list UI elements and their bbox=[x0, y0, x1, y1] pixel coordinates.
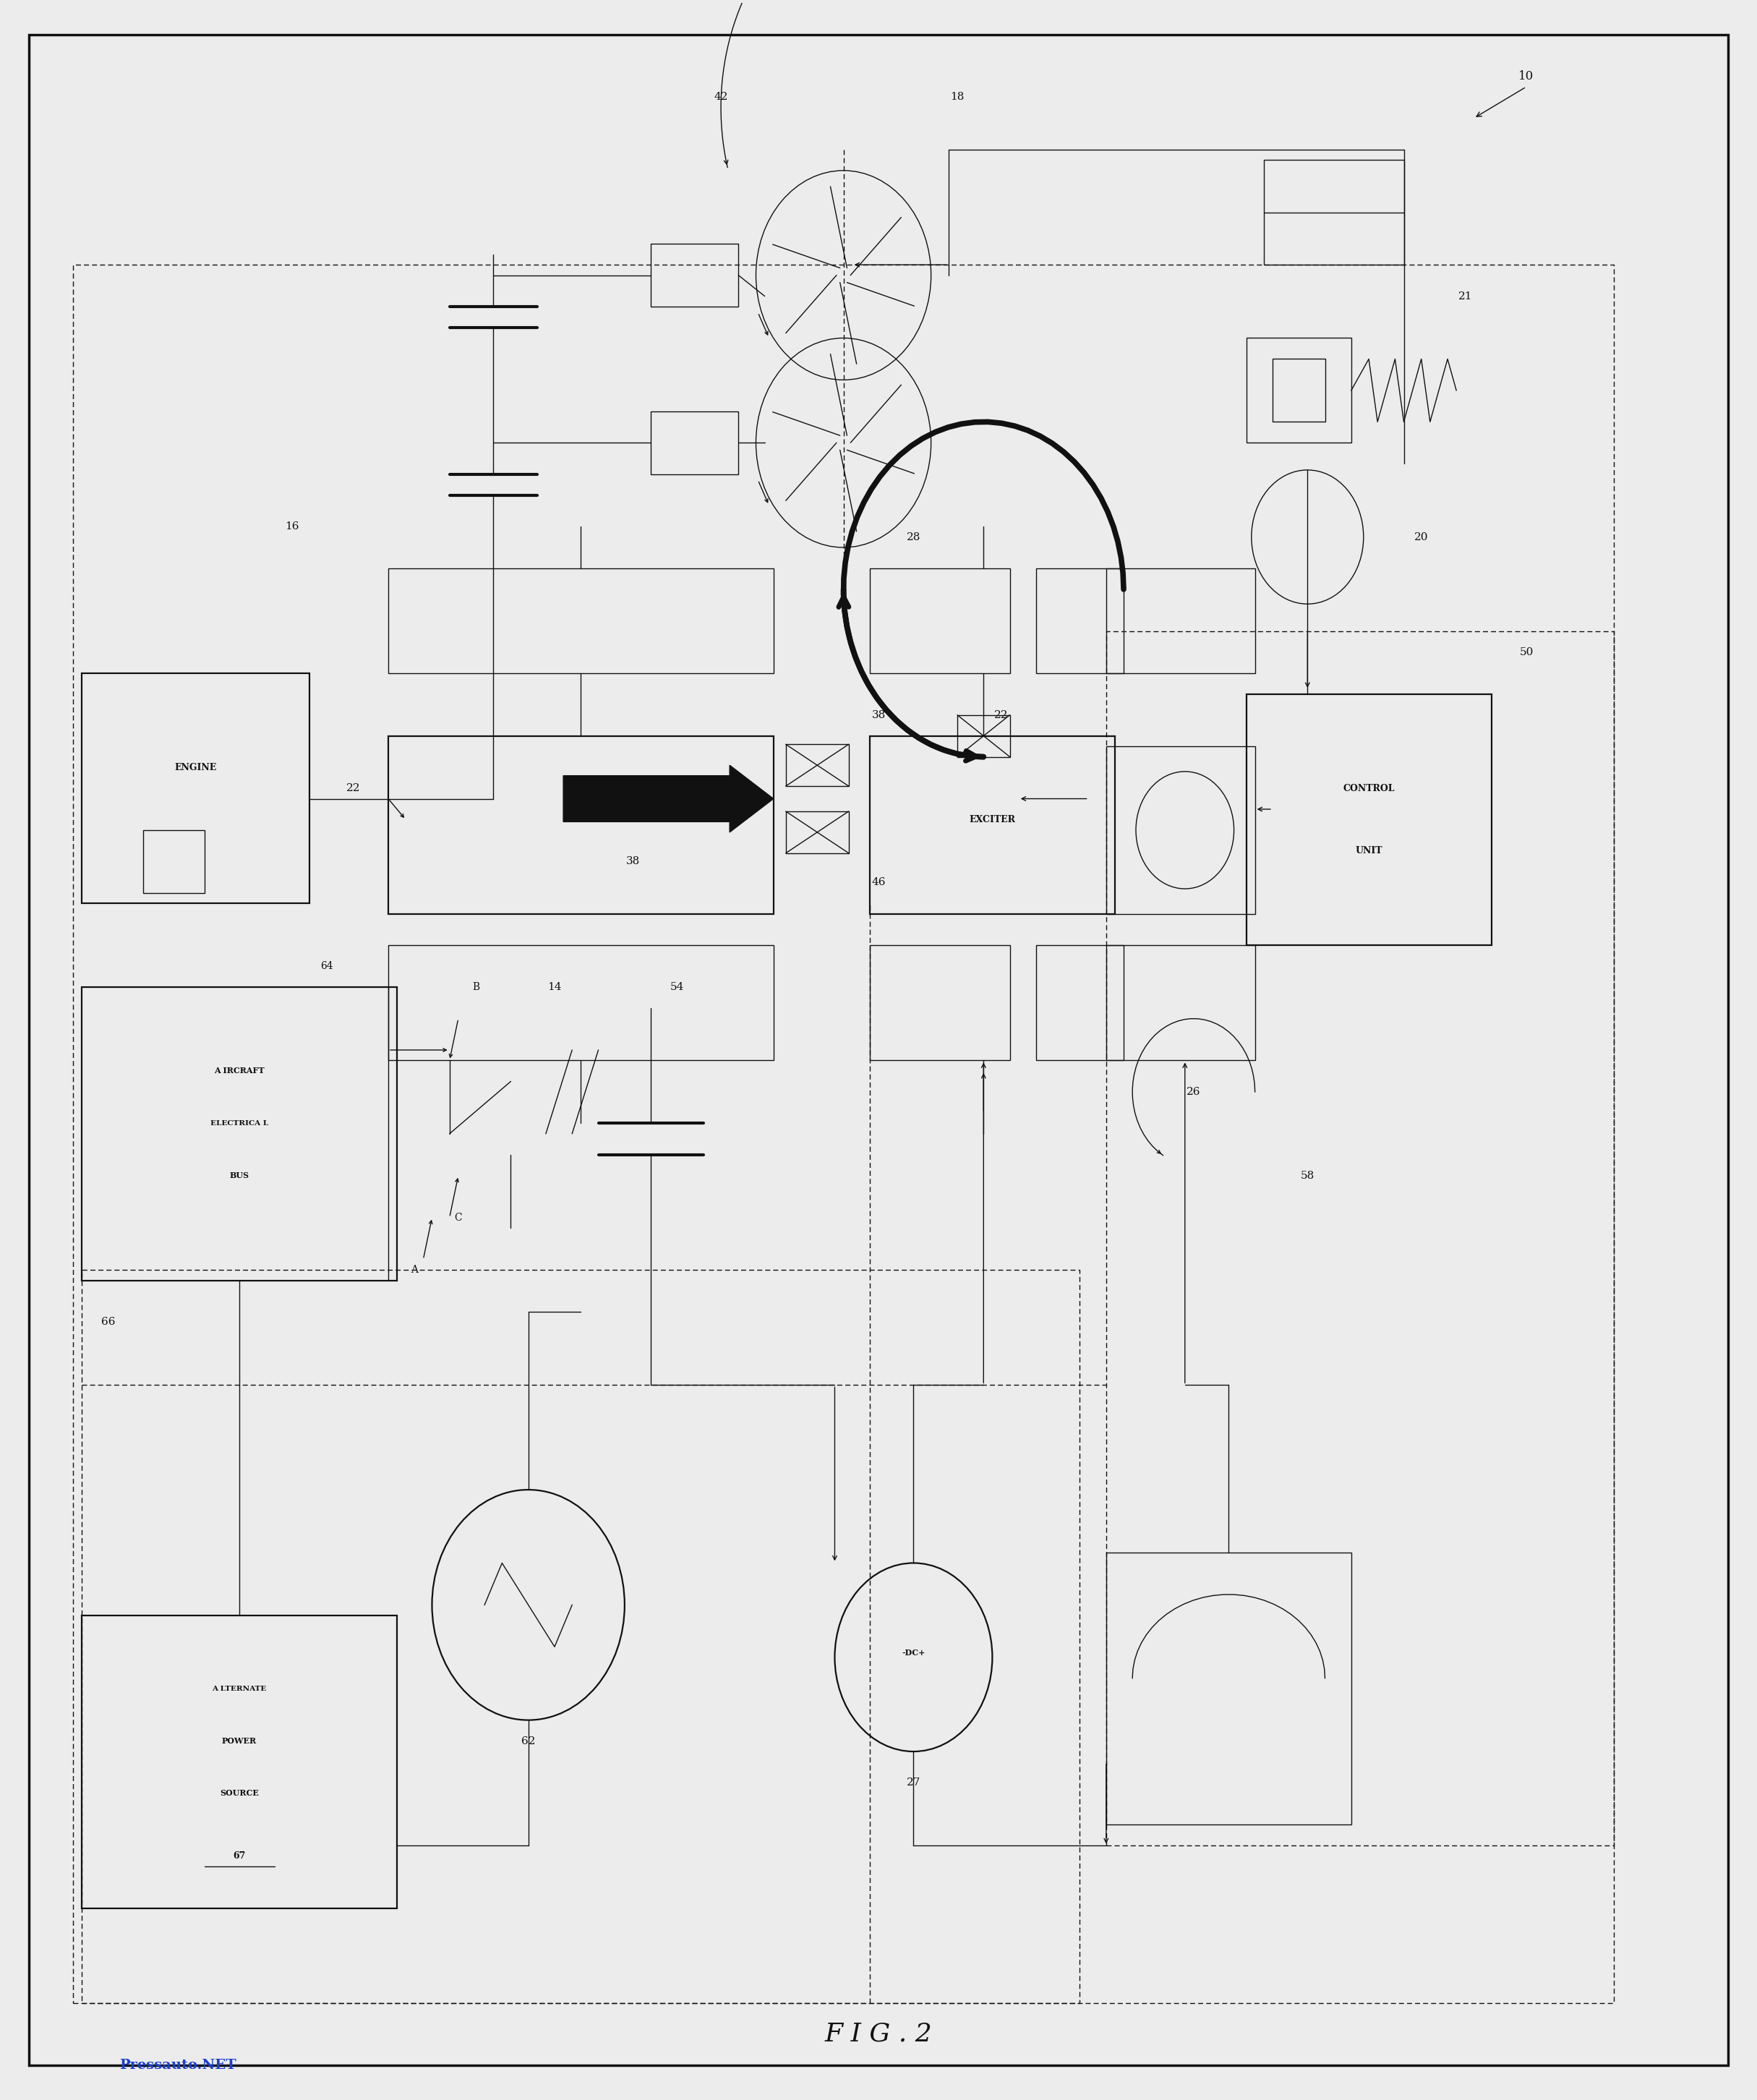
Text: A IRCRAFT: A IRCRAFT bbox=[214, 1067, 265, 1075]
Text: EXCITER: EXCITER bbox=[970, 815, 1016, 825]
Bar bbox=[1037, 569, 1124, 674]
Text: 18: 18 bbox=[951, 92, 965, 103]
Text: 26: 26 bbox=[1186, 1088, 1200, 1096]
Bar bbox=[388, 945, 773, 1060]
Text: 38: 38 bbox=[871, 710, 886, 720]
Bar bbox=[1037, 945, 1124, 1060]
Bar bbox=[1246, 338, 1351, 443]
Bar bbox=[388, 569, 773, 674]
Text: 38: 38 bbox=[627, 857, 640, 867]
Bar bbox=[870, 569, 1010, 674]
Text: ELECTRICA L: ELECTRICA L bbox=[211, 1119, 269, 1126]
Text: SOURCE: SOURCE bbox=[220, 1789, 258, 1798]
Text: 58: 58 bbox=[1300, 1170, 1314, 1180]
Text: 20: 20 bbox=[1414, 531, 1428, 542]
Text: 54: 54 bbox=[669, 983, 683, 991]
Bar bbox=[1263, 160, 1404, 265]
Text: BUS: BUS bbox=[230, 1172, 249, 1180]
Bar bbox=[1107, 745, 1254, 913]
Text: 66: 66 bbox=[100, 1317, 116, 1327]
Bar bbox=[388, 735, 773, 914]
Text: 28: 28 bbox=[907, 531, 921, 542]
Bar bbox=[1107, 1552, 1351, 1825]
Text: 16: 16 bbox=[285, 521, 299, 531]
Text: 22: 22 bbox=[346, 783, 360, 794]
Bar bbox=[650, 412, 738, 475]
Text: POWER: POWER bbox=[221, 1737, 257, 1745]
Text: 22: 22 bbox=[994, 710, 1009, 720]
Bar bbox=[650, 244, 738, 307]
Text: 46: 46 bbox=[871, 878, 886, 888]
Text: Pressauto.NET: Pressauto.NET bbox=[119, 2060, 237, 2073]
Text: 27: 27 bbox=[907, 1779, 921, 1787]
Text: A LTERNATE: A LTERNATE bbox=[213, 1686, 267, 1693]
Bar bbox=[83, 1615, 397, 1909]
FancyArrow shape bbox=[564, 764, 773, 832]
Text: 50: 50 bbox=[1520, 647, 1534, 657]
Text: C: C bbox=[455, 1212, 462, 1222]
Bar bbox=[1272, 359, 1325, 422]
Bar bbox=[1107, 569, 1254, 674]
Text: ENGINE: ENGINE bbox=[174, 762, 216, 773]
Text: UNIT: UNIT bbox=[1355, 846, 1383, 857]
Text: GEN: GEN bbox=[568, 815, 596, 825]
Bar bbox=[83, 987, 397, 1281]
Bar bbox=[870, 735, 1116, 914]
Bar bbox=[785, 743, 849, 785]
Text: 42: 42 bbox=[713, 92, 727, 103]
Bar bbox=[870, 945, 1010, 1060]
Bar bbox=[1107, 945, 1254, 1060]
Bar bbox=[958, 714, 1010, 756]
Text: 21: 21 bbox=[1458, 292, 1472, 300]
Text: 67: 67 bbox=[234, 1852, 246, 1861]
Bar bbox=[142, 830, 204, 893]
Text: 64: 64 bbox=[320, 962, 334, 972]
Text: -DC+: -DC+ bbox=[901, 1648, 926, 1657]
Text: F I G . 2: F I G . 2 bbox=[824, 2022, 933, 2047]
Bar bbox=[785, 811, 849, 853]
Text: B: B bbox=[473, 983, 480, 991]
Text: CONTROL: CONTROL bbox=[1342, 783, 1395, 794]
Text: A: A bbox=[411, 1264, 418, 1275]
Bar bbox=[83, 674, 309, 903]
Text: 10: 10 bbox=[1518, 69, 1534, 82]
Text: 62: 62 bbox=[522, 1737, 536, 1745]
Bar bbox=[1246, 693, 1492, 945]
Text: 14: 14 bbox=[548, 983, 562, 991]
